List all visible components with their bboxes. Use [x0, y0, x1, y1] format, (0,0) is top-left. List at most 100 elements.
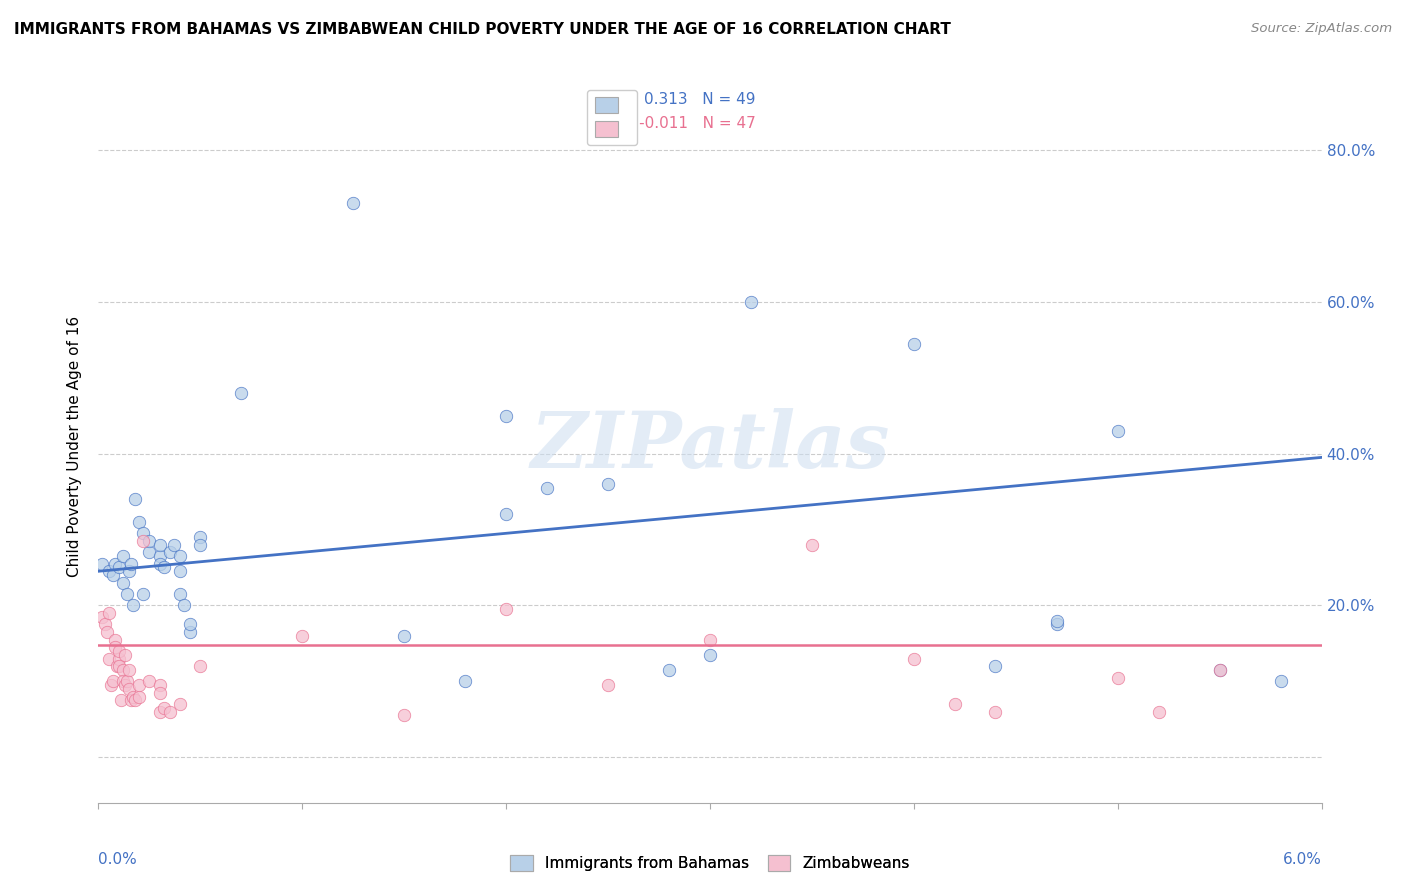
Point [124, 693, 146, 707]
Point [291, 629, 314, 643]
Point [1045, 617, 1069, 632]
Legend: Immigrants from Bahamas, Zimbabweans: Immigrants from Bahamas, Zimbabweans [503, 849, 917, 877]
Point [108, 651, 131, 665]
Point [159, 545, 181, 559]
Point [128, 678, 150, 692]
Point [114, 648, 136, 662]
Point [101, 568, 124, 582]
Point [97, 651, 120, 665]
Text: R =  0.313   N = 49: R = 0.313 N = 49 [606, 93, 755, 107]
Point [188, 538, 212, 552]
Point [179, 617, 201, 632]
Point [96, 625, 118, 640]
Point [138, 533, 160, 548]
Point [598, 678, 620, 692]
Point [1208, 663, 1232, 677]
Point [943, 697, 966, 711]
Point [173, 599, 195, 613]
Point [111, 663, 134, 677]
Point [801, 538, 824, 552]
Point [149, 557, 172, 571]
Point [110, 693, 132, 707]
Point [100, 678, 122, 692]
Text: 0.0%: 0.0% [98, 852, 138, 867]
Point [120, 693, 142, 707]
Point [984, 659, 1007, 673]
Text: ZIPatlas: ZIPatlas [530, 408, 890, 484]
Point [188, 530, 212, 544]
Point [495, 508, 517, 522]
Point [699, 632, 721, 647]
Point [495, 602, 517, 616]
Point [118, 663, 141, 677]
Point [105, 659, 128, 673]
Point [120, 557, 142, 571]
Point [1045, 614, 1069, 628]
Point [132, 587, 155, 601]
Point [342, 196, 364, 211]
Text: Source: ZipAtlas.com: Source: ZipAtlas.com [1251, 22, 1392, 36]
Text: 6.0%: 6.0% [1282, 852, 1322, 867]
Point [231, 385, 253, 400]
Point [114, 678, 136, 692]
Point [179, 625, 201, 640]
Point [169, 697, 191, 711]
Point [122, 690, 145, 704]
Point [132, 526, 155, 541]
Point [169, 587, 191, 601]
Point [104, 632, 127, 647]
Text: IMMIGRANTS FROM BAHAMAS VS ZIMBABWEAN CHILD POVERTY UNDER THE AGE OF 16 CORRELAT: IMMIGRANTS FROM BAHAMAS VS ZIMBABWEAN CH… [14, 22, 950, 37]
Point [699, 648, 721, 662]
Point [1208, 663, 1232, 677]
Point [104, 557, 127, 571]
Text: R = -0.011   N = 47: R = -0.011 N = 47 [606, 116, 756, 131]
Point [108, 659, 131, 673]
Point [152, 560, 174, 574]
Point [108, 560, 131, 574]
Point [169, 549, 191, 563]
Point [903, 336, 925, 351]
Point [392, 708, 416, 723]
Point [91, 609, 114, 624]
Point [118, 681, 141, 696]
Point [658, 663, 681, 677]
Point [132, 533, 155, 548]
Point [149, 686, 172, 700]
Point [111, 575, 134, 590]
Point [138, 545, 160, 559]
Point [91, 557, 114, 571]
Point [1107, 424, 1129, 438]
Point [122, 599, 145, 613]
Point [152, 701, 174, 715]
Point [163, 538, 186, 552]
Point [149, 678, 172, 692]
Point [111, 674, 134, 689]
Y-axis label: Child Poverty Under the Age of 16: Child Poverty Under the Age of 16 [67, 316, 83, 576]
Point [169, 564, 191, 578]
Point [903, 651, 925, 665]
Point [392, 629, 416, 643]
Point [124, 492, 146, 507]
Point [128, 515, 150, 529]
Point [598, 477, 620, 491]
Point [111, 549, 134, 563]
Point [536, 481, 558, 495]
Point [454, 674, 477, 689]
Point [97, 564, 120, 578]
Point [128, 690, 150, 704]
Point [138, 674, 160, 689]
Point [1107, 671, 1129, 685]
Point [115, 674, 138, 689]
Point [108, 644, 131, 658]
Point [740, 294, 762, 309]
Point [149, 538, 172, 552]
Point [1270, 674, 1292, 689]
Point [104, 640, 127, 655]
Point [118, 564, 141, 578]
Point [188, 659, 212, 673]
Point [93, 617, 115, 632]
Point [97, 606, 120, 620]
Point [149, 549, 172, 563]
Point [115, 587, 138, 601]
Point [149, 705, 172, 719]
